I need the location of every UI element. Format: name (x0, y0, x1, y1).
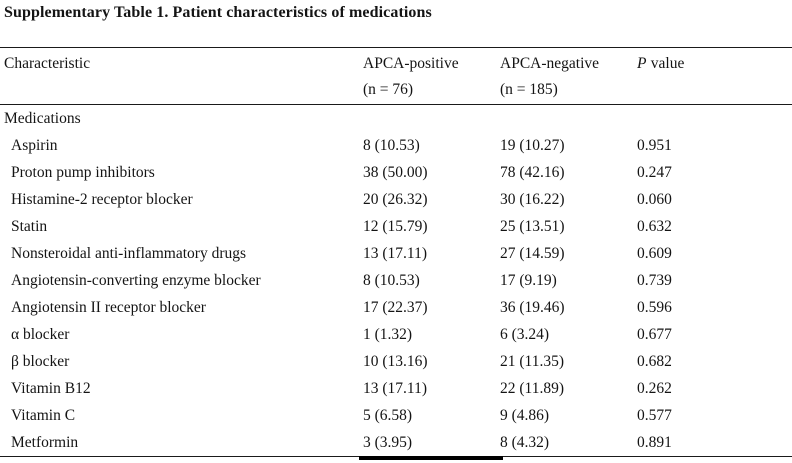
patient-characteristics-table: Characteristic APCA-positive (n = 76) AP… (0, 47, 792, 460)
cell-p-value: 0.677 (637, 325, 672, 343)
cell-positive: 5 (6.58) (363, 406, 413, 424)
cell-positive: 13 (17.11) (363, 244, 427, 262)
section-row-medications: Medications (0, 105, 792, 132)
table-row: β blocker 10 (13.16) 21 (11.35) 0.682 (0, 348, 792, 375)
cell-p-value: 0.262 (637, 379, 672, 397)
cell-negative: 30 (16.22) (500, 190, 565, 208)
p-symbol: P (637, 55, 647, 72)
header-characteristic: Characteristic (0, 48, 359, 104)
cell-positive: 8 (10.53) (363, 136, 420, 154)
cell-p-value: 0.632 (637, 217, 672, 235)
row-label: Angiotensin-converting enzyme blocker (11, 271, 261, 289)
header-apca-positive-n: (n = 76) (363, 81, 414, 98)
cell-p-value: 0.596 (637, 298, 672, 316)
cell-positive: 8 (10.53) (363, 271, 420, 289)
row-label: Aspirin (11, 136, 58, 154)
cell-negative: 21 (11.35) (500, 352, 564, 370)
cell-positive: 20 (26.32) (363, 190, 428, 208)
cell-p-value: 0.060 (637, 190, 672, 208)
row-label: β blocker (11, 352, 70, 370)
cell-p-value: 0.951 (637, 136, 672, 154)
table-row: Angiotensin-converting enzyme blocker 8 … (0, 267, 792, 294)
cell-positive: 3 (3.95) (363, 433, 413, 451)
cell-p-value: 0.247 (637, 163, 672, 181)
cell-positive: 1 (1.32) (363, 325, 413, 343)
row-label: Nonsteroidal anti-inflammatory drugs (11, 244, 247, 262)
header-apca-negative: APCA-negative (n = 185) (496, 48, 633, 104)
table-row: Aspirin 8 (10.53) 19 (10.27) 0.951 (0, 132, 792, 159)
table-row: Nonsteroidal anti-inflammatory drugs 13 … (0, 240, 792, 267)
row-label: α blocker (11, 325, 70, 343)
header-p-value: P value (633, 48, 792, 104)
cell-negative: 78 (42.16) (500, 163, 565, 181)
cell-p-value: 0.609 (637, 244, 672, 262)
table-row: Statin 12 (15.79) 25 (13.51) 0.632 (0, 213, 792, 240)
cell-p-value: 0.682 (637, 352, 672, 370)
cell-negative: 22 (11.89) (500, 379, 564, 397)
cell-positive: 38 (50.00) (363, 163, 428, 181)
table-row: Proton pump inhibitors 38 (50.00) 78 (42… (0, 159, 792, 186)
cell-positive: 13 (17.11) (363, 379, 427, 397)
table-row: α blocker 1 (1.32) 6 (3.24) 0.677 (0, 321, 792, 348)
cell-p-value: 0.577 (637, 406, 672, 424)
row-label: Statin (11, 217, 48, 235)
cell-negative: 8 (4.32) (500, 433, 550, 451)
header-apca-negative-n: (n = 185) (500, 81, 558, 98)
row-label: Proton pump inhibitors (11, 163, 155, 181)
header-p-value-label: P value (637, 51, 792, 77)
row-label: Vitamin B12 (11, 379, 91, 397)
cell-negative: 25 (13.51) (500, 217, 565, 235)
cell-negative: 27 (14.59) (500, 244, 565, 262)
cell-negative: 17 (9.19) (500, 271, 557, 289)
table-row: Angiotensin II receptor blocker 17 (22.3… (0, 294, 792, 321)
row-label: Vitamin C (11, 406, 76, 424)
header-apca-positive: APCA-positive (n = 76) (359, 48, 496, 104)
table-row: Metformin 3 (3.95) 8 (4.32) 0.891 (0, 429, 792, 456)
p-word: value (650, 55, 685, 72)
table-row: Vitamin B12 13 (17.11) 22 (11.89) 0.262 (0, 375, 792, 402)
cell-negative: 19 (10.27) (500, 136, 565, 154)
cell-negative: 9 (4.86) (500, 406, 550, 424)
header-apca-negative-label: APCA-negative (500, 55, 600, 72)
cell-p-value: 0.891 (637, 433, 672, 451)
cell-p-value: 0.739 (637, 271, 672, 289)
cell-positive: 17 (22.37) (363, 298, 428, 316)
table-row: Vitamin C 5 (6.58) 9 (4.86) 0.577 (0, 402, 792, 429)
cell-negative: 36 (19.46) (500, 298, 565, 316)
row-label: Angiotensin II receptor blocker (11, 298, 206, 316)
cell-negative: 6 (3.24) (500, 325, 550, 343)
table-title: Supplementary Table 1. Patient character… (4, 4, 432, 21)
table-body: Medications Aspirin 8 (10.53) 19 (10.27)… (0, 105, 792, 460)
header-characteristic-label: Characteristic (4, 55, 91, 72)
row-label: Histamine-2 receptor blocker (11, 190, 193, 208)
table-row: Histamine-2 receptor blocker 20 (26.32) … (0, 186, 792, 213)
cell-positive: 10 (13.16) (363, 352, 428, 370)
bottom-rule-thick-segment (359, 456, 503, 460)
table-header-row: Characteristic APCA-positive (n = 76) AP… (0, 47, 792, 105)
header-apca-positive-label: APCA-positive (363, 55, 459, 72)
cell-positive: 12 (15.79) (363, 217, 428, 235)
row-label: Metformin (11, 433, 79, 451)
section-label: Medications (4, 109, 81, 127)
